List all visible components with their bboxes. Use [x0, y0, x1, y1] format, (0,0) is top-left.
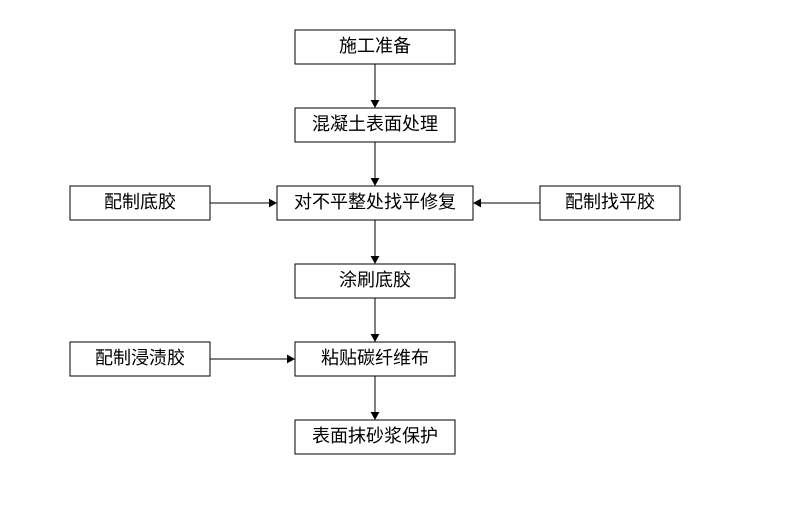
flow-node-label: 施工准备: [339, 36, 411, 56]
flow-node-n5: 粘贴碳纤维布: [295, 342, 455, 376]
arrowhead-icon: [371, 412, 380, 420]
arrowhead-icon: [269, 199, 277, 208]
flow-node-n2: 混凝土表面处理: [295, 108, 455, 142]
flow-node-s1: 配制底胶: [70, 186, 210, 220]
arrowhead-icon: [371, 178, 380, 186]
flow-node-n1: 施工准备: [295, 30, 455, 64]
flow-node-label: 表面抹砂浆保护: [312, 426, 438, 446]
flow-node-s2: 配制找平胶: [540, 186, 680, 220]
arrowhead-icon: [371, 334, 380, 342]
flow-node-n4: 涂刷底胶: [295, 264, 455, 298]
flow-node-label: 混凝土表面处理: [312, 114, 438, 134]
flow-node-s3: 配制浸渍胶: [70, 342, 210, 376]
flow-node-label: 配制底胶: [104, 192, 176, 212]
flowchart-canvas: 施工准备混凝土表面处理对不平整处找平修复涂刷底胶粘贴碳纤维布表面抹砂浆保护 配制底…: [0, 0, 800, 530]
arrowhead-icon: [473, 199, 481, 208]
flow-node-label: 涂刷底胶: [339, 270, 411, 290]
flow-node-label: 配制找平胶: [565, 192, 655, 212]
flow-node-n3: 对不平整处找平修复: [277, 186, 473, 220]
flow-node-label: 配制浸渍胶: [95, 348, 185, 368]
arrowhead-icon: [287, 355, 295, 364]
flow-node-label: 对不平整处找平修复: [294, 192, 456, 212]
flow-node-label: 粘贴碳纤维布: [321, 348, 429, 368]
flow-node-n6: 表面抹砂浆保护: [295, 420, 455, 454]
arrowhead-icon: [371, 100, 380, 108]
arrowhead-icon: [371, 256, 380, 264]
